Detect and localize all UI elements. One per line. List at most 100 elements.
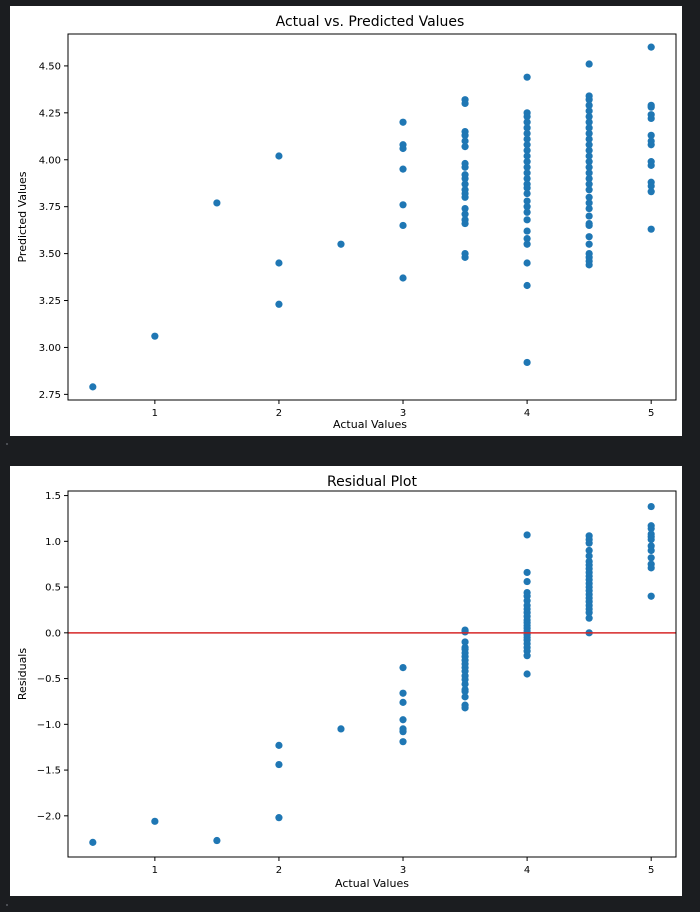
data-point xyxy=(585,204,593,213)
data-point xyxy=(461,193,469,201)
data-point xyxy=(585,261,593,269)
data-point xyxy=(647,592,655,600)
data-point xyxy=(523,169,531,177)
data-point xyxy=(585,107,593,115)
cell-separator-mark xyxy=(6,443,8,445)
data-point xyxy=(399,144,407,153)
data-point xyxy=(399,274,407,282)
data-point xyxy=(89,383,97,391)
data-point xyxy=(523,240,531,248)
x-tick-label: 3 xyxy=(400,408,406,419)
data-point xyxy=(523,358,531,367)
data-point xyxy=(585,101,593,109)
data-point xyxy=(585,141,593,149)
data-point xyxy=(523,129,531,138)
data-point xyxy=(523,227,531,235)
data-point xyxy=(585,174,593,183)
data-point xyxy=(399,716,407,724)
residual-figure: Residual Plot Actual Values Residuals 1 2… xyxy=(10,466,682,896)
data-point xyxy=(585,240,593,248)
data-point xyxy=(523,112,531,121)
data-point xyxy=(523,152,531,160)
data-point xyxy=(585,221,593,230)
data-point xyxy=(523,189,531,198)
data-point xyxy=(275,814,283,822)
data-point xyxy=(647,131,655,139)
data-point xyxy=(523,531,531,539)
chart-title: Actual vs. Predicted Values xyxy=(276,14,465,30)
data-point xyxy=(585,199,593,207)
y-tick-label: 0.0 xyxy=(45,628,61,639)
data-point xyxy=(585,233,593,241)
data-point xyxy=(275,152,283,160)
data-point xyxy=(585,186,593,194)
data-point xyxy=(461,163,469,171)
data-points xyxy=(89,43,655,391)
data-point xyxy=(399,201,407,209)
data-point xyxy=(647,103,655,111)
data-point xyxy=(585,60,593,68)
data-point xyxy=(585,96,593,104)
data-point xyxy=(647,554,655,562)
data-point xyxy=(585,552,593,560)
data-point xyxy=(523,73,531,81)
data-point xyxy=(399,728,407,736)
data-point xyxy=(585,539,593,547)
predicted-vs-actual-chart: Actual vs. Predicted Values Actual Value… xyxy=(16,14,677,431)
data-point xyxy=(585,546,593,555)
data-point xyxy=(647,535,655,544)
data-point xyxy=(461,143,469,151)
y-axis-label: Predicted Values xyxy=(16,171,29,262)
x-tick-label: 5 xyxy=(648,408,654,419)
y-tick-label: 4.50 xyxy=(39,61,61,72)
data-point xyxy=(523,208,531,216)
data-point xyxy=(523,158,531,166)
data-point xyxy=(461,687,469,695)
data-point xyxy=(647,182,655,190)
data-point xyxy=(523,259,531,267)
data-point xyxy=(523,216,531,224)
data-point xyxy=(151,332,159,340)
data-point xyxy=(337,240,345,248)
data-point xyxy=(523,184,531,192)
predicted-vs-actual-figure: Actual vs. Predicted Values Actual Value… xyxy=(10,6,682,436)
data-point xyxy=(399,118,407,126)
data-point xyxy=(399,698,407,706)
cell-separator-mark xyxy=(6,904,8,906)
data-point xyxy=(461,704,469,712)
data-point xyxy=(585,118,593,126)
data-point xyxy=(151,817,159,825)
data-point xyxy=(523,146,531,154)
data-point xyxy=(275,741,283,749)
data-point xyxy=(647,546,655,555)
data-point xyxy=(213,836,221,845)
data-point xyxy=(461,131,469,139)
x-tick-label: 3 xyxy=(400,865,406,876)
y-tick-label: −2.0 xyxy=(37,811,61,822)
data-point xyxy=(523,670,531,678)
data-point xyxy=(523,577,531,586)
data-points xyxy=(89,502,655,846)
data-point xyxy=(647,114,655,123)
data-point xyxy=(461,628,469,636)
data-point xyxy=(585,212,593,220)
data-point xyxy=(461,180,469,188)
data-point xyxy=(399,738,407,746)
x-tick-label: 2 xyxy=(276,408,282,419)
data-point xyxy=(461,253,469,261)
data-point xyxy=(585,112,593,121)
data-point xyxy=(585,163,593,171)
data-point xyxy=(523,124,531,132)
data-point xyxy=(647,43,655,51)
data-point xyxy=(399,221,407,230)
data-point xyxy=(523,652,531,660)
data-point xyxy=(275,760,283,769)
x-tick-label: 4 xyxy=(524,865,530,876)
x-tick-label: 4 xyxy=(524,408,530,419)
data-point xyxy=(523,281,531,290)
y-tick-label: 2.75 xyxy=(39,390,61,401)
data-point xyxy=(585,609,593,617)
data-point xyxy=(89,838,97,846)
data-point xyxy=(585,614,593,622)
x-tick-label: 2 xyxy=(276,865,282,876)
